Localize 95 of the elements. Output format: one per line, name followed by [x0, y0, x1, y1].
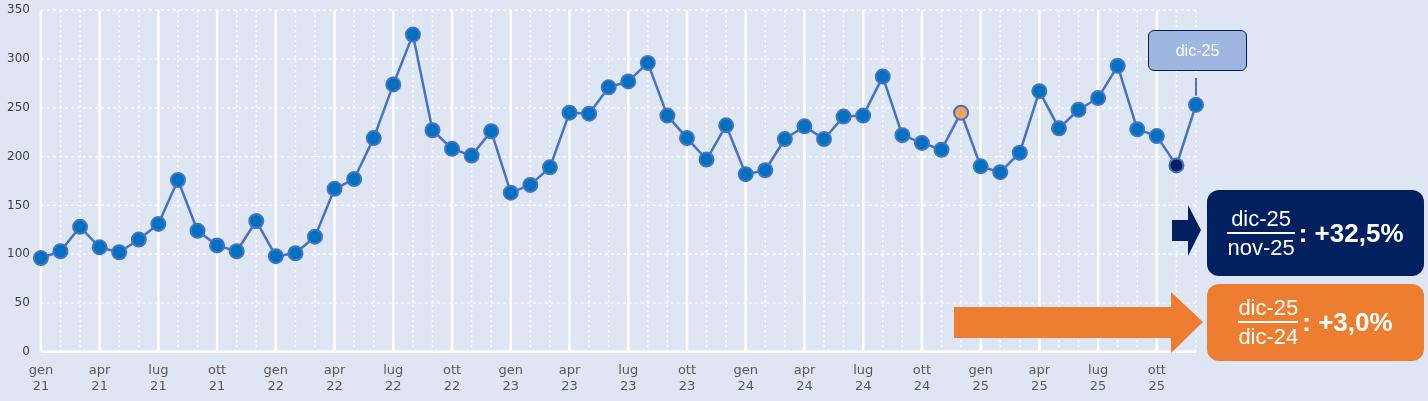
point — [169, 172, 186, 189]
x-tick-label: ott 25 — [1147, 361, 1166, 393]
point — [1188, 96, 1204, 113]
point — [1070, 101, 1087, 118]
text: nov-25 — [1227, 231, 1295, 261]
point — [1050, 120, 1067, 137]
point — [620, 73, 637, 90]
point — [150, 215, 167, 232]
point — [894, 127, 911, 144]
point — [228, 243, 245, 260]
x-tick-label: apr 23 — [558, 361, 581, 393]
x-tick-label: gen 24 — [733, 361, 758, 393]
point — [91, 239, 108, 256]
callout: dic-25 — [1148, 30, 1247, 71]
point — [1129, 121, 1146, 138]
point — [1109, 57, 1126, 74]
point — [678, 130, 695, 147]
x-tick-label: ott 22 — [442, 361, 462, 393]
x-tick-label: apr 22 — [323, 361, 346, 393]
x-tick-label: gen 21 — [28, 361, 54, 393]
point — [659, 107, 676, 124]
y-tick-label: 350 — [7, 2, 30, 17]
point — [130, 231, 147, 248]
point — [424, 122, 441, 139]
point — [1090, 90, 1107, 107]
point — [874, 68, 891, 85]
x-tick-label: apr 25 — [1028, 361, 1051, 393]
point — [600, 79, 617, 96]
x-tick-label: ott 23 — [677, 361, 697, 393]
x-tick-label: gen 25 — [968, 361, 993, 393]
point — [933, 141, 950, 158]
text: : +32,5% — [1298, 217, 1404, 249]
point — [522, 176, 539, 193]
point — [1168, 157, 1185, 174]
x-tick-label: apr 21 — [88, 361, 112, 393]
point — [307, 228, 323, 245]
x-tick-label: lug 23 — [618, 361, 639, 393]
point — [267, 248, 284, 265]
point — [816, 131, 833, 148]
y-tick-label: 100 — [7, 246, 30, 261]
point — [718, 117, 735, 134]
point — [32, 250, 49, 267]
y-tick-label: 300 — [7, 51, 30, 66]
point — [1011, 144, 1028, 161]
point — [639, 54, 656, 71]
point — [1148, 128, 1165, 145]
point — [404, 26, 421, 43]
point — [972, 158, 989, 175]
point — [737, 166, 754, 183]
point — [287, 245, 304, 262]
point — [561, 104, 578, 121]
point — [52, 243, 69, 260]
point — [581, 105, 598, 122]
point — [444, 140, 461, 157]
point — [776, 131, 793, 148]
point — [698, 151, 715, 168]
point — [385, 76, 402, 93]
y-tick-label: 0 — [22, 343, 30, 358]
point — [209, 237, 226, 254]
point — [463, 147, 480, 164]
point — [953, 104, 970, 121]
point — [1031, 83, 1048, 100]
text: dic-25 — [1231, 205, 1292, 232]
text: : +3,0% — [1302, 307, 1393, 338]
point — [992, 164, 1009, 181]
point — [189, 222, 206, 239]
text: dic-25 — [1238, 295, 1299, 321]
text: dic-24 — [1238, 321, 1299, 350]
y-tick-label: 150 — [7, 197, 30, 212]
point — [346, 171, 363, 188]
point — [757, 162, 774, 179]
y-tick-label: 200 — [7, 148, 30, 163]
point — [111, 244, 128, 261]
x-tick-label: gen 23 — [498, 361, 524, 393]
point — [365, 130, 382, 147]
point — [796, 118, 813, 135]
x-tick-label: lug 24 — [853, 361, 874, 393]
x-tick-label: apr 24 — [793, 361, 816, 393]
point — [541, 159, 558, 176]
point — [72, 218, 89, 235]
x-tick-label: ott 21 — [208, 361, 227, 393]
point — [913, 134, 930, 151]
x-tick-label: lug 21 — [148, 361, 169, 393]
x-tick-label: ott 24 — [912, 361, 931, 393]
point — [855, 107, 872, 124]
y-tick-label: 250 — [7, 99, 30, 114]
point — [248, 213, 265, 230]
point — [502, 184, 519, 201]
x-tick-label: lug 22 — [383, 361, 404, 393]
point — [835, 108, 852, 125]
y-tick-label: 50 — [14, 295, 30, 310]
x-tick-label: gen 22 — [263, 361, 289, 393]
point — [483, 123, 500, 140]
x-tick-label: lug 25 — [1088, 361, 1109, 393]
point — [326, 180, 343, 197]
